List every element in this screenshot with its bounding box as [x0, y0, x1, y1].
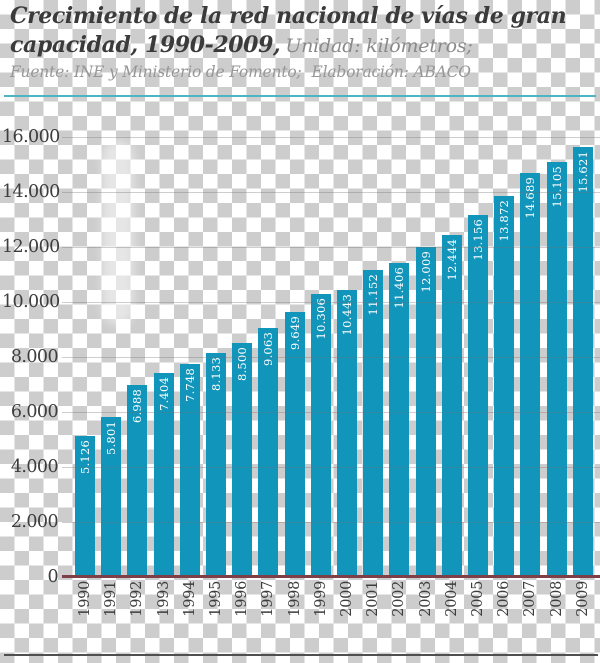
x-axis-year-label: 2002 [391, 581, 407, 617]
x-axis-year-label: 1991 [103, 581, 119, 617]
bar-2003: 12.009 [416, 247, 436, 577]
y-axis-tick-label: 16.000 [2, 127, 60, 147]
bar-1996: 8.500 [232, 343, 252, 577]
bar-value-label: 7.404 [157, 377, 171, 411]
gridline [62, 136, 600, 138]
bar-1993: 7.404 [154, 373, 174, 577]
header-divider-rule [4, 95, 596, 97]
bar-value-label: 13.872 [497, 200, 511, 242]
x-axis-year-label: 1998 [287, 581, 303, 617]
bar-2009: 15.621 [573, 147, 593, 577]
bar-value-label: 12.444 [445, 239, 459, 281]
bar-value-label: 5.126 [78, 440, 92, 474]
x-axis-year-label: 1999 [313, 581, 329, 617]
x-axis-year-label: 1996 [234, 581, 250, 617]
y-axis-tick-label: 2.000 [10, 512, 59, 532]
x-axis-year-label: 2008 [549, 581, 565, 617]
y-axis-tick-label: 0 [47, 567, 58, 587]
bar-1992: 6.988 [127, 385, 147, 577]
bar-1990: 5.126 [75, 436, 95, 577]
bar-value-label: 10.443 [340, 294, 354, 336]
bar-2000: 10.443 [337, 290, 357, 577]
bar-2008: 15.105 [547, 162, 567, 577]
x-axis-year-label: 2009 [575, 581, 591, 617]
gridline [62, 246, 600, 248]
elaboration-note: Elaboración: ABACO [311, 63, 471, 81]
chart-title-line2-bold: capacidad, 1990-2009, [10, 32, 281, 58]
y-axis-tick-label: 10.000 [2, 292, 60, 312]
x-axis-year-label: 1992 [129, 581, 145, 617]
y-axis-tick-label: 4.000 [10, 457, 59, 477]
bar-value-label: 11.406 [392, 267, 406, 309]
y-axis-tick-label: 8.000 [10, 347, 59, 367]
chart-unit-note: Unidad: kilómetros; [285, 35, 473, 57]
x-axis-year-label: 1990 [77, 581, 93, 617]
x-axis-year-label: 1994 [182, 581, 198, 617]
bar-value-label: 13.156 [471, 219, 485, 261]
gridline [62, 466, 600, 468]
bar-1995: 8.133 [206, 353, 226, 577]
faint-watermark [102, 140, 134, 325]
x-axis-year-label: 2004 [444, 581, 460, 617]
bar-value-label: 12.009 [419, 251, 433, 293]
y-axis-tick-label: 6.000 [10, 402, 59, 422]
x-axis-year-label: 1993 [156, 581, 172, 617]
bar-value-label: 9.063 [261, 332, 275, 366]
bottom-border-rule [4, 654, 598, 656]
bar-value-label: 5.801 [104, 421, 118, 455]
bar-value-label: 7.748 [183, 368, 197, 402]
gridline [62, 191, 600, 193]
gridline [62, 521, 600, 523]
gridline [62, 301, 600, 303]
bar-1998: 9.649 [285, 312, 305, 577]
bar-1991: 5.801 [101, 417, 121, 577]
bar-value-label: 11.152 [366, 274, 380, 316]
bar-2007: 14.689 [520, 173, 540, 577]
bar-value-label: 6.988 [130, 389, 144, 423]
x-axis-year-label: 2003 [418, 581, 434, 617]
x-axis-year-label: 2005 [470, 581, 486, 617]
source-note: Fuente: INE y Ministerio de Fomento; [10, 63, 302, 81]
gridline [62, 356, 600, 358]
gridline [62, 411, 600, 413]
bar-1999: 10.306 [311, 294, 331, 577]
bar-value-label: 8.500 [235, 347, 249, 381]
chart-title-line2: capacidad, 1990-2009, Unidad: kilómetros… [10, 31, 596, 61]
x-axis-year-label: 2007 [522, 581, 538, 617]
chart-title-line1: Crecimiento de la red nacional de vías d… [10, 3, 567, 29]
bar-value-label: 10.306 [314, 298, 328, 340]
bar-2005: 13.156 [468, 215, 488, 577]
bar-value-label: 14.689 [523, 177, 537, 219]
x-axis-year-label: 1997 [260, 581, 276, 617]
bar-1994: 7.748 [180, 364, 200, 577]
chart-header: Crecimiento de la red nacional de vías d… [10, 2, 596, 83]
chart-source-line: Fuente: INE y Ministerio de Fomento; Elab… [10, 61, 596, 83]
bar-2006: 13.872 [494, 196, 514, 577]
bar-value-label: 8.133 [209, 357, 223, 391]
x-axis-year-label: 2006 [496, 581, 512, 617]
bar-2004: 12.444 [442, 235, 462, 577]
bar-2001: 11.152 [363, 270, 383, 577]
bar-value-label: 15.105 [550, 166, 564, 208]
bar-2002: 11.406 [389, 263, 409, 577]
x-axis-year-label: 2001 [365, 581, 381, 617]
x-axis-year-label: 2000 [339, 581, 355, 617]
y-axis-tick-label: 14.000 [2, 182, 60, 202]
x-axis-year-label: 1995 [208, 581, 224, 617]
y-axis-tick-label: 12.000 [2, 237, 60, 257]
bar-1997: 9.063 [258, 328, 278, 577]
x-axis-baseline [62, 575, 600, 578]
